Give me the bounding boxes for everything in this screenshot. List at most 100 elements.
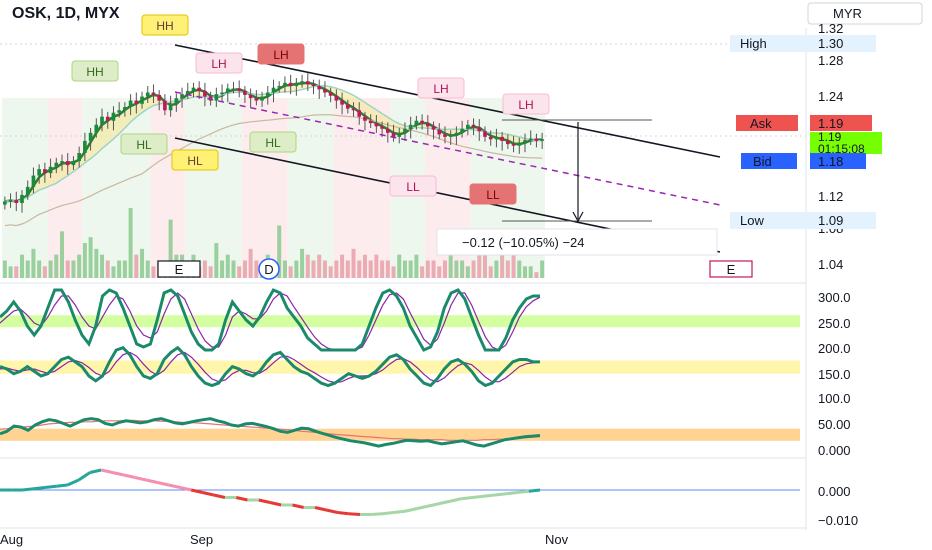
volume-bar-17 bbox=[100, 254, 105, 278]
volume-bar-3 bbox=[20, 254, 25, 278]
bid-value-box bbox=[810, 153, 866, 169]
volume-bar-86 bbox=[494, 260, 499, 278]
event-marker-bg-0 bbox=[157, 260, 201, 278]
candle-body-10 bbox=[60, 161, 64, 163]
osc-seg-3-14 bbox=[145, 478, 158, 484]
volume-bar-48 bbox=[277, 225, 282, 278]
ask-value-box bbox=[810, 115, 872, 131]
osc-seg-3-17 bbox=[179, 486, 192, 492]
candle-body-61 bbox=[351, 108, 356, 111]
time-tick-1: Sep bbox=[190, 532, 213, 547]
candle-body-4 bbox=[25, 186, 30, 195]
osc-fast-line-1 bbox=[0, 345, 540, 388]
candle-body-64 bbox=[368, 120, 373, 124]
candle-body-54 bbox=[311, 84, 316, 87]
candle-body-92 bbox=[528, 138, 533, 141]
volume-bar-78 bbox=[448, 248, 453, 278]
osc-seg-3-8 bbox=[77, 471, 91, 482]
volume-bar-58 bbox=[334, 260, 339, 278]
candle-body-11 bbox=[65, 161, 70, 166]
candle-body-30 bbox=[174, 98, 179, 104]
candle-body-8 bbox=[48, 166, 53, 174]
volume-bar-42 bbox=[242, 260, 247, 278]
candle-body-39 bbox=[225, 88, 230, 93]
osc-seg-3-6 bbox=[56, 483, 68, 488]
volume-bar-24 bbox=[140, 248, 145, 278]
event-marker-bg-1 bbox=[258, 258, 280, 280]
candle-body-77 bbox=[443, 134, 447, 137]
volume-bar-38 bbox=[220, 260, 225, 278]
osc-tick-3-0: 0.000 bbox=[818, 484, 851, 499]
volume-bar-7 bbox=[42, 266, 47, 278]
countdown: 01:15:08 bbox=[818, 142, 865, 156]
candle-body-73 bbox=[420, 120, 424, 124]
volume-bar-60 bbox=[345, 260, 350, 278]
osc-zone-2 bbox=[0, 428, 800, 441]
volume-bar-14 bbox=[82, 243, 87, 278]
osc-slow-line-0 bbox=[0, 292, 541, 351]
osc-seg-3-13 bbox=[134, 476, 147, 482]
swing-label-0: HH bbox=[156, 19, 173, 33]
candle-body-89 bbox=[511, 144, 516, 146]
candle-body-42 bbox=[243, 90, 247, 95]
candle-body-9 bbox=[54, 162, 59, 167]
osc-seg-3-18 bbox=[190, 488, 203, 494]
volume-bar-59 bbox=[340, 254, 345, 278]
osc-seg-3-48 bbox=[528, 488, 541, 493]
swing-label-6: HL bbox=[136, 138, 152, 152]
osc-seg-3-20 bbox=[213, 493, 226, 499]
candle-body-20 bbox=[117, 110, 122, 113]
volume-bar-6 bbox=[37, 260, 42, 278]
candle-body-56 bbox=[323, 89, 327, 93]
candle-body-28 bbox=[163, 100, 167, 111]
high-value: 1.30 bbox=[818, 36, 843, 51]
time-tick-0: Aug bbox=[0, 532, 23, 547]
candle-body-22 bbox=[128, 100, 133, 108]
swing-label-box-1 bbox=[71, 60, 119, 82]
volume-bar-54 bbox=[311, 260, 316, 278]
candle-body-13 bbox=[77, 153, 81, 162]
bg-band-6 bbox=[287, 98, 334, 278]
time-tick-2: Nov bbox=[545, 532, 569, 547]
osc-seg-3-22 bbox=[235, 496, 248, 502]
osc-seg-3-31 bbox=[337, 511, 349, 516]
volume-bar-53 bbox=[305, 254, 310, 278]
swing-label-box-8 bbox=[249, 131, 297, 153]
volume-bar-29 bbox=[168, 219, 173, 278]
symbol-title: OSK, 1D, MYX bbox=[12, 5, 120, 22]
ask-value: 1.19 bbox=[818, 116, 843, 131]
candle-body-6 bbox=[37, 169, 41, 176]
channel-mid-line[interactable] bbox=[174, 91, 721, 206]
candle-body-15 bbox=[88, 132, 93, 141]
volume-bar-8 bbox=[48, 260, 53, 278]
volume-bar-12 bbox=[71, 260, 76, 278]
volume-bar-66 bbox=[380, 260, 385, 278]
candle-body-16 bbox=[94, 124, 99, 133]
volume-bar-16 bbox=[94, 248, 99, 278]
osc-seg-3-38 bbox=[415, 504, 428, 511]
candle-body-17 bbox=[100, 116, 104, 125]
candle-body-85 bbox=[488, 136, 493, 140]
osc-zone-1 bbox=[0, 360, 800, 374]
candle-body-33 bbox=[191, 87, 196, 91]
osc-seg-3-27 bbox=[292, 503, 305, 509]
volume-bar-77 bbox=[442, 260, 447, 278]
volume-bar-68 bbox=[391, 266, 396, 278]
osc-seg-3-40 bbox=[438, 499, 451, 506]
swing-label-7: HL bbox=[187, 154, 203, 168]
last-price: 1.19 bbox=[818, 130, 842, 144]
candle-body-59 bbox=[340, 100, 344, 105]
candle-body-0 bbox=[3, 201, 7, 205]
volume-bar-1 bbox=[8, 266, 13, 278]
volume-bar-94 bbox=[540, 260, 545, 278]
candle-body-86 bbox=[494, 136, 499, 140]
volume-bar-50 bbox=[288, 266, 293, 278]
candle-body-69 bbox=[397, 132, 402, 137]
volume-bar-9 bbox=[54, 254, 59, 278]
candle-body-93 bbox=[534, 138, 539, 141]
currency-button[interactable] bbox=[807, 2, 923, 25]
osc-seg-3-5 bbox=[44, 484, 57, 489]
